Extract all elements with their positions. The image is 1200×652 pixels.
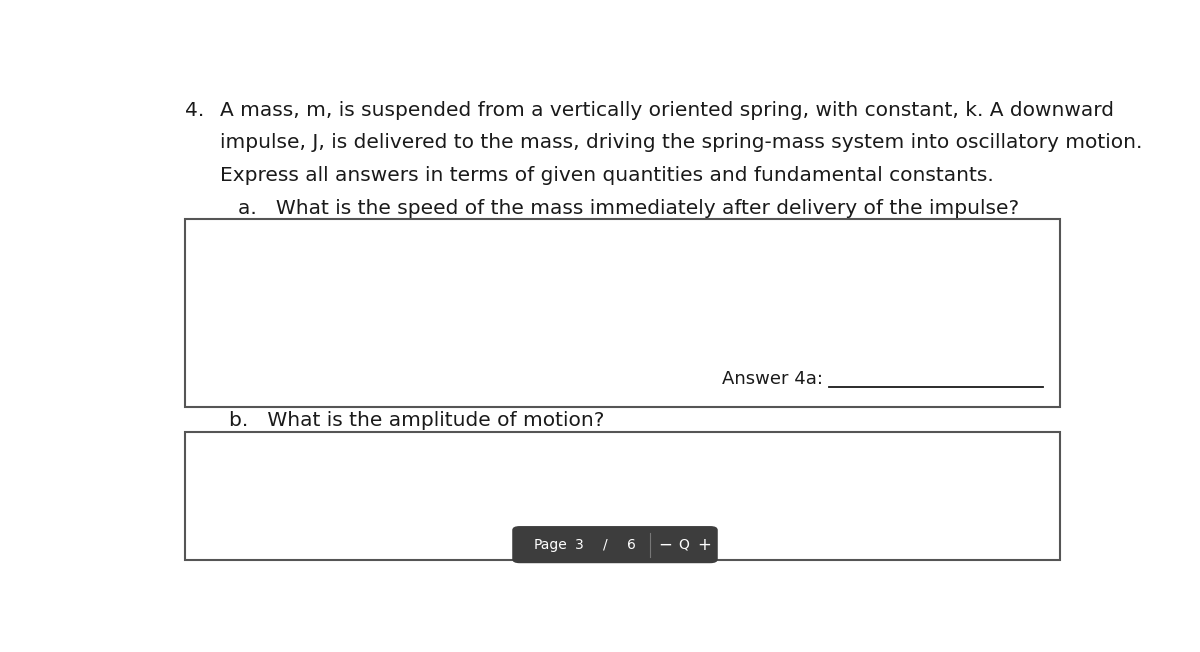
Text: 6: 6: [628, 538, 636, 552]
FancyBboxPatch shape: [185, 432, 1060, 560]
Text: Express all answers in terms of given quantities and fundamental constants.: Express all answers in terms of given qu…: [220, 166, 994, 185]
Text: /: /: [604, 538, 608, 552]
Text: b.   What is the amplitude of motion?: b. What is the amplitude of motion?: [229, 411, 605, 430]
Text: 4.: 4.: [185, 101, 204, 120]
Text: A mass, m, is suspended from a vertically oriented spring, with constant, k. A d: A mass, m, is suspended from a verticall…: [220, 101, 1114, 120]
Text: impulse, J, is delivered to the mass, driving the spring-mass system into oscill: impulse, J, is delivered to the mass, dr…: [220, 134, 1142, 153]
Text: −: −: [659, 536, 672, 554]
Text: Page: Page: [533, 538, 566, 552]
Text: Answer 4a:: Answer 4a:: [722, 370, 823, 389]
Text: a.   What is the speed of the mass immediately after delivery of the impulse?: a. What is the speed of the mass immedia…: [239, 199, 1020, 218]
FancyBboxPatch shape: [185, 219, 1060, 407]
Text: Q: Q: [678, 538, 689, 552]
Text: 3: 3: [575, 538, 584, 552]
Text: +: +: [697, 536, 712, 554]
FancyBboxPatch shape: [512, 526, 718, 563]
